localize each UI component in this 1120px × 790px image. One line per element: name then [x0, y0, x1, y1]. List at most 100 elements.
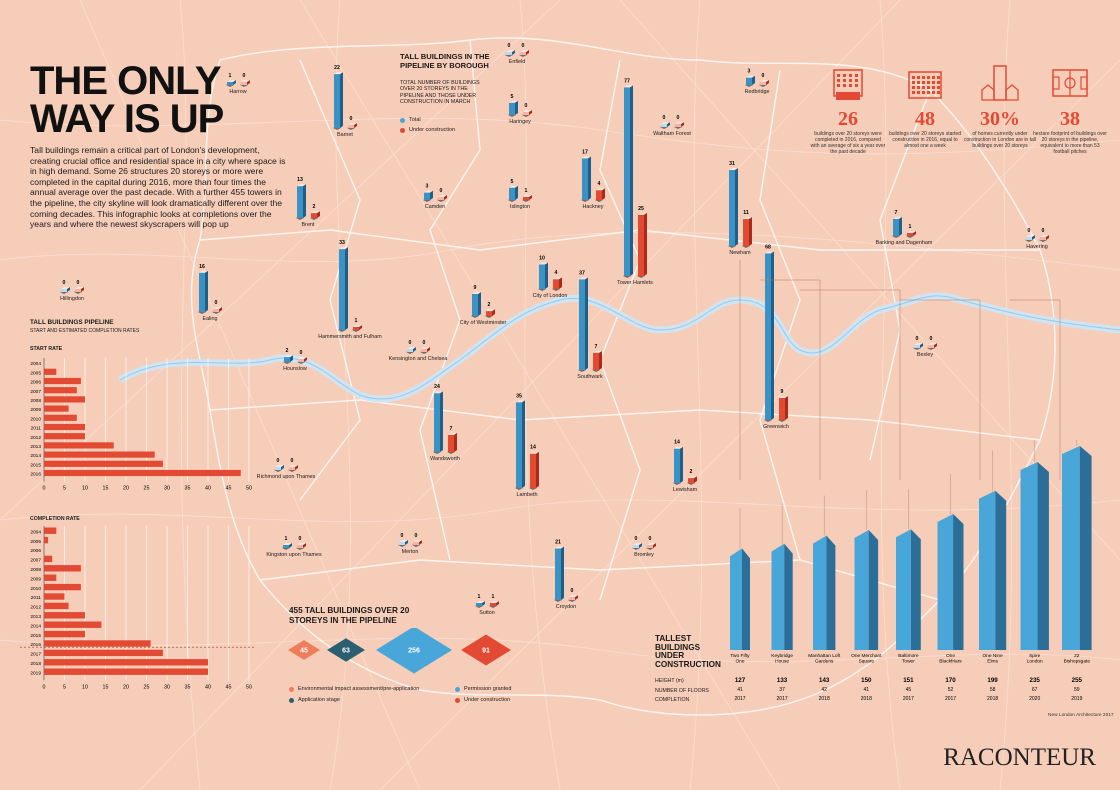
value-under-newham: 11: [743, 210, 749, 216]
value-under-merton: 0: [415, 533, 418, 539]
value-under-kensington-and-chelsea: 0: [423, 340, 426, 346]
bar-2007: [44, 387, 77, 394]
stat-text-1: buildings over 20 storeys started constr…: [889, 131, 961, 149]
borough-label-city-of-westminster: City of Westminster: [459, 320, 507, 326]
tower-one-blackfriars: [937, 474, 964, 650]
bar-total-greenwich: [765, 251, 774, 420]
y-tick-label: 2019: [30, 670, 41, 676]
bar-2016: [44, 640, 151, 647]
y-tick-label: 2007: [30, 389, 41, 395]
x-tick-label: 35: [185, 486, 191, 492]
legend-total-label: Total: [409, 117, 421, 123]
bar-total-waltham-forest: [661, 122, 670, 127]
bar-2004: [44, 527, 57, 534]
value-under-brent: 2: [313, 204, 316, 210]
x-tick-label: 5: [63, 486, 66, 492]
borough-label-tower-hamlets: Tower Hamlets: [617, 280, 653, 286]
bar-under-redbridge: [760, 80, 769, 85]
bar-2012: [44, 602, 69, 610]
bar-total-hounslow: [284, 355, 293, 362]
value-under-camden: 0: [440, 188, 443, 194]
value-under-kingston-upon-thames: 0: [299, 536, 302, 542]
y-tick-label: 2006: [30, 380, 41, 386]
bar-total-camden: [424, 190, 433, 200]
y-tick-label: 2009: [30, 407, 41, 413]
bar-2008: [44, 565, 81, 572]
legend-under-label: Under construction: [409, 127, 456, 133]
value-total-bromley: 0: [635, 536, 638, 542]
bar-under-barnet: [348, 123, 357, 128]
tower-floors-5: 52: [948, 687, 954, 693]
pipeline-value-0: 45: [300, 648, 308, 655]
tower-floors-1: 37: [779, 687, 785, 693]
value-total-brent: 13: [297, 177, 303, 183]
value-total-harrow: 1: [229, 73, 232, 79]
tower-22-bishopsgate: [1062, 440, 1092, 650]
stat-number-2: 30%: [980, 108, 1020, 130]
borough-bars-barking-and-dagenham: 71: [892, 210, 916, 238]
stat-text-3: hectare footprint of buildings over 20 s…: [1033, 131, 1107, 155]
bar-under-islington: [523, 195, 532, 200]
borough-label-barnet: Barnet: [337, 132, 353, 138]
borough-label-barking-and-dagenham: Barking and Dagenham: [875, 240, 933, 246]
bar-under-greenwich: [779, 395, 788, 420]
tower-height-7: 235: [1030, 677, 1041, 684]
map-legend-subtitle: TOTAL NUMBER OF BUILDINGS OVER 20 STOREY…: [400, 80, 480, 106]
borough-label-ealing: Ealing: [202, 316, 218, 322]
tower-completion-8: 2019: [1071, 696, 1082, 702]
y-tick-label: 2010: [30, 586, 41, 592]
tower-one-merchant-square: [854, 490, 879, 650]
bar-under-city-of-westminster: [486, 309, 495, 316]
stat-text-2: of homes currently under construction in…: [964, 131, 1036, 149]
borough-bars-redbridge: 30: [745, 69, 769, 87]
x-tick-label: 10: [82, 684, 88, 690]
tower-one-nine-elms: [979, 450, 1007, 650]
borough-bars-city-of-london: 10 4: [538, 256, 562, 291]
tower-floors-6: 58: [990, 687, 996, 693]
pipeline-subtitle: START AND ESTIMATED COMPLETION RATES: [30, 328, 140, 334]
completion-rate-chart: 0 5 10 15 20 25 30 35 40 45 50 2004 2005 2006 2007 2008…: [20, 526, 255, 690]
tower-completion-2: 2018: [819, 696, 830, 702]
bar-2013: [44, 612, 85, 619]
tower-completion-4: 2017: [903, 696, 914, 702]
calendar-building-icon: [833, 69, 863, 100]
y-tick-label: 2012: [30, 435, 41, 441]
value-total-kingston-upon-thames: 1: [285, 536, 288, 542]
x-tick-label: 50: [246, 684, 252, 690]
value-total-city-of-london: 10: [539, 256, 545, 262]
bar-total-city-of-london: [539, 262, 548, 289]
bar-total-redbridge: [746, 75, 755, 85]
value-under-city-of-westminster: 2: [488, 302, 491, 308]
y-tick-label: 2014: [30, 623, 41, 629]
legend-total: Total: [400, 117, 421, 123]
y-tick-label: 2016: [30, 642, 41, 648]
bar-under-sutton: [490, 601, 499, 606]
bar-total-southwark: [579, 277, 588, 370]
tower-floors-7: 67: [1032, 687, 1038, 693]
bar-under-camden: [438, 195, 447, 200]
bar-under-lambeth: [530, 451, 539, 488]
y-tick-label: 2008: [30, 567, 41, 573]
y-tick-label: 2012: [30, 605, 41, 611]
row-height-label: HEIGHT (m): [655, 678, 684, 684]
borough-bars-barnet: 22 0: [333, 65, 357, 130]
connector-line: [800, 289, 901, 480]
value-under-waltham-forest: 0: [677, 115, 680, 121]
stat-number-3: 38: [1060, 108, 1080, 130]
stat-text-0: buildings over 20 storeys were completed…: [810, 131, 886, 155]
value-under-bexley: 0: [930, 336, 933, 342]
borough-label-newham: Newham: [729, 250, 751, 256]
x-tick-label: 45: [226, 486, 232, 492]
bar-total-tower-hamlets: [624, 85, 633, 276]
tower-baltimore-tower: [896, 489, 921, 650]
intro-text: Tall buildings remain a critical part of…: [30, 145, 286, 230]
bar-total-lambeth: [516, 400, 525, 488]
x-tick-label: 15: [103, 684, 109, 690]
x-tick-label: 35: [185, 684, 191, 690]
borough-bars-tower-hamlets: 77 25: [623, 78, 647, 278]
